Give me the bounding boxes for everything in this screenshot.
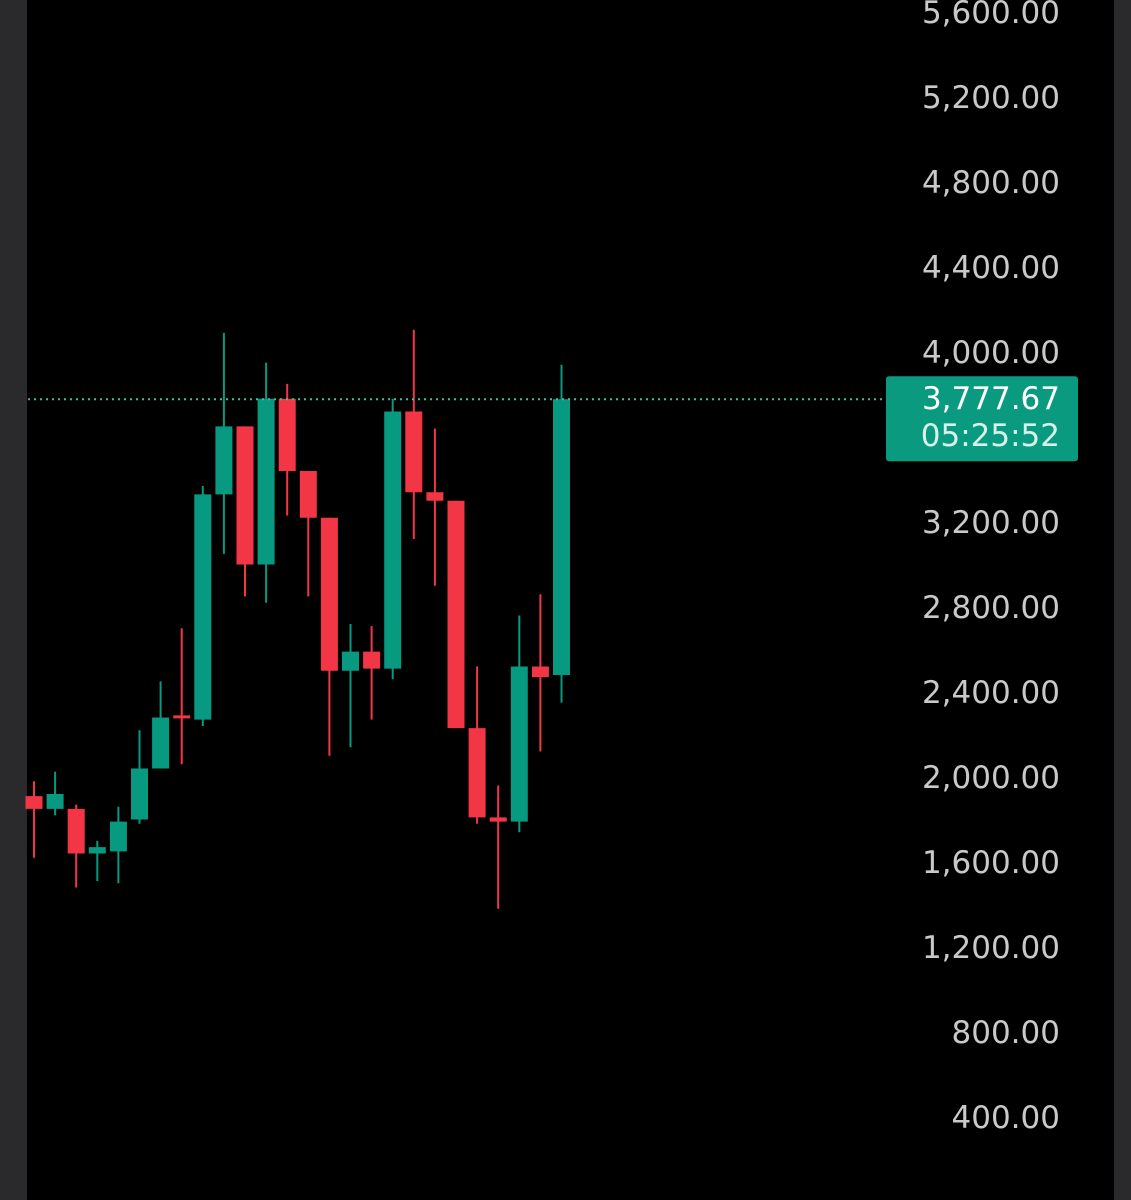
candle[interactable] <box>131 730 148 824</box>
last-price-tag: 3,777.67 05:25:52 <box>886 376 1078 462</box>
candle[interactable] <box>426 428 444 586</box>
candle-body <box>384 411 402 669</box>
candle-body <box>278 398 296 471</box>
candle-body <box>426 492 444 501</box>
candle[interactable] <box>405 329 423 539</box>
price-tick-label: 4,800.00 <box>922 165 1060 201</box>
candle-body <box>405 411 423 493</box>
price-tick-label: 2,800.00 <box>922 590 1060 626</box>
candles-layer <box>25 329 570 909</box>
candle[interactable] <box>342 624 359 748</box>
candle[interactable] <box>194 485 212 726</box>
candle[interactable] <box>215 332 233 554</box>
candle[interactable] <box>531 594 549 752</box>
candle-body <box>152 717 170 769</box>
candle-body <box>25 796 43 809</box>
candle-body <box>236 426 254 565</box>
candle-body <box>215 426 233 495</box>
price-tick-label: 2,400.00 <box>922 675 1060 711</box>
candle[interactable] <box>320 517 338 756</box>
candle[interactable] <box>299 471 317 597</box>
candle-body <box>131 768 148 820</box>
candle-body <box>363 651 381 669</box>
candle-body <box>67 808 85 854</box>
candle[interactable] <box>510 615 528 833</box>
candle-body <box>109 821 127 852</box>
price-tick-label: 4,400.00 <box>922 250 1060 286</box>
candle-body <box>447 500 465 729</box>
candle[interactable] <box>447 500 465 729</box>
price-tick-label: 5,200.00 <box>922 80 1060 116</box>
candle-body <box>257 398 275 565</box>
candle[interactable] <box>384 398 402 680</box>
price-tick-label: 1,200.00 <box>922 930 1060 966</box>
bar-countdown-label: 05:25:52 <box>921 418 1060 454</box>
price-tick-label: 400.00 <box>952 1100 1060 1136</box>
candle-body <box>299 471 317 518</box>
candle-body <box>173 715 191 719</box>
price-tick-label: 5,600.00 <box>922 0 1060 31</box>
last-price-tag-bg <box>886 376 1078 462</box>
candle-body <box>88 847 106 854</box>
candle[interactable] <box>67 804 85 888</box>
candle-body <box>489 817 507 822</box>
candle[interactable] <box>236 426 254 597</box>
price-tick-label: 3,200.00 <box>922 505 1060 541</box>
price-tick-label: 2,000.00 <box>922 760 1060 796</box>
price-tick-label: 800.00 <box>952 1015 1060 1051</box>
candle-body <box>342 651 359 671</box>
price-axis[interactable]: 400.00 800.00 1,200.00 1,600.00 2,000.00 2,40… <box>922 0 1060 1136</box>
candle-body <box>553 399 570 675</box>
candle[interactable] <box>363 626 381 720</box>
candle[interactable] <box>109 806 127 884</box>
candle[interactable] <box>257 362 275 603</box>
candle[interactable] <box>489 785 507 909</box>
candle[interactable] <box>88 840 106 882</box>
candle-body <box>468 728 486 818</box>
price-tick-label: 4,000.00 <box>922 335 1060 371</box>
candle-body <box>531 666 549 678</box>
candle-body <box>194 494 212 720</box>
candle-body <box>510 666 528 822</box>
last-price-label: 3,777.67 <box>922 381 1060 417</box>
price-tick-label: 1,600.00 <box>922 845 1060 881</box>
candle[interactable] <box>278 383 296 516</box>
candle[interactable] <box>152 681 170 769</box>
candle[interactable] <box>468 666 486 824</box>
candle[interactable] <box>25 781 43 858</box>
candle-body <box>46 794 64 809</box>
candle[interactable] <box>553 364 570 703</box>
candle-body <box>320 517 338 671</box>
candle[interactable] <box>46 771 64 816</box>
candle[interactable] <box>173 628 191 765</box>
